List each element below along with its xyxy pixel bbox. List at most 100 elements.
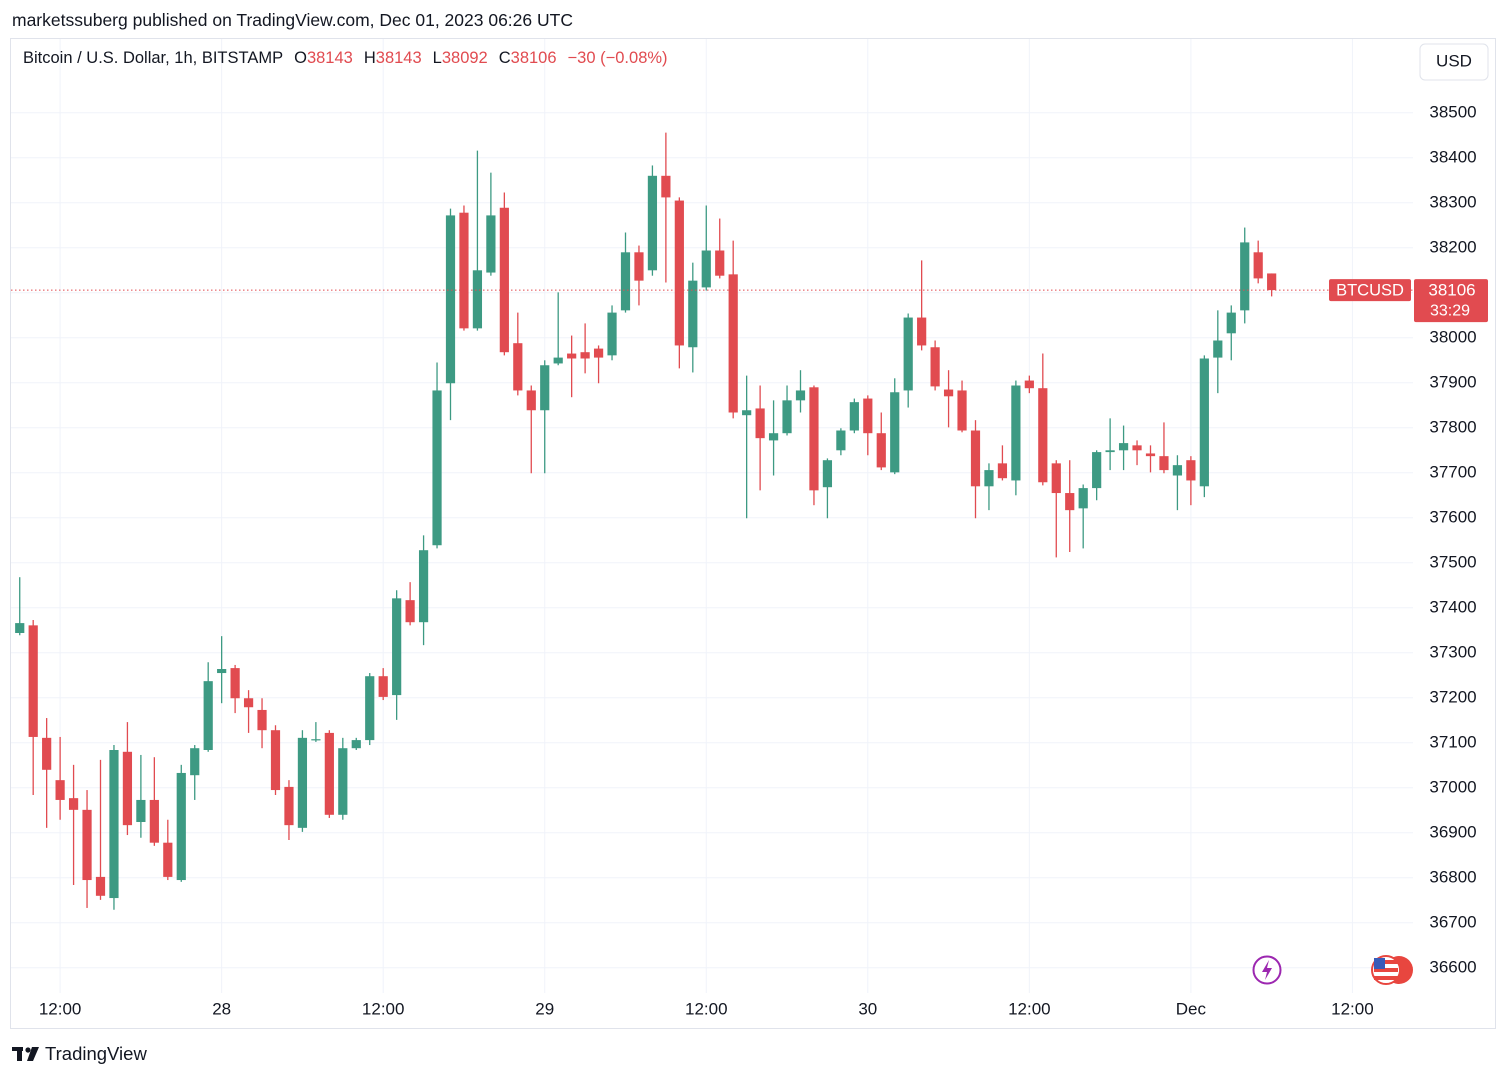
candle-body <box>190 748 200 776</box>
candle-body <box>297 737 308 828</box>
candle-body <box>459 212 469 329</box>
legend: Bitcoin / U.S. Dollar, 1h, BITSTAMP O 38… <box>23 49 668 68</box>
candle-body <box>1051 463 1061 494</box>
symbol-tag: BTCUSD <box>1336 281 1404 299</box>
candle-body <box>526 390 536 411</box>
candle-body <box>890 392 900 473</box>
candle-body <box>1240 242 1250 311</box>
candle-body <box>1186 460 1196 481</box>
y-tick-label: 38200 <box>1429 237 1476 256</box>
candle-body <box>1105 450 1115 453</box>
economic-icon[interactable] <box>1371 955 1413 985</box>
logo-part <box>27 1047 39 1061</box>
x-tick-label: 12:00 <box>39 999 82 1018</box>
close-letter: C <box>498 49 511 67</box>
candle-body <box>957 390 967 431</box>
candle-body <box>620 252 631 311</box>
candle-body <box>1011 385 1021 481</box>
open-value: 38143 <box>306 49 353 67</box>
candle-body <box>607 312 617 356</box>
candle-body <box>15 623 25 633</box>
candle-body <box>1024 380 1034 389</box>
currency-label[interactable]: USD <box>1436 51 1472 70</box>
candle-body <box>392 598 402 696</box>
published-line: marketssuberg published on TradingView.c… <box>12 10 573 30</box>
flag-stripe <box>1374 968 1398 972</box>
candle-body <box>701 250 711 288</box>
candle-body <box>580 352 590 359</box>
candle-body <box>822 460 833 488</box>
y-tick-label: 37700 <box>1429 462 1476 481</box>
x-tick-label: 12:00 <box>1008 999 1051 1018</box>
candle-body <box>1038 388 1048 483</box>
candle-body <box>28 625 38 737</box>
x-tick-label: Dec <box>1176 999 1207 1018</box>
logo-part <box>25 1047 31 1053</box>
candle-body <box>984 470 994 487</box>
candle-body <box>82 809 92 881</box>
grid <box>11 39 1413 993</box>
y-tick-label: 37300 <box>1429 642 1476 661</box>
candle-body <box>405 600 415 623</box>
x-tick-label: 30 <box>858 999 877 1018</box>
candle-body <box>647 175 658 271</box>
candle-body <box>728 274 738 413</box>
candle-body <box>432 390 442 546</box>
currency-button[interactable] <box>1419 43 1489 81</box>
candle-body <box>1226 312 1236 334</box>
candle-body <box>445 215 456 384</box>
candle-body <box>1267 273 1277 291</box>
candle-body <box>742 410 752 416</box>
candle-body <box>970 430 981 487</box>
candle-body <box>122 751 133 826</box>
y-tick-label: 37800 <box>1429 417 1476 436</box>
y-tick-label: 37100 <box>1429 732 1476 751</box>
candle-body <box>257 709 267 731</box>
candle-body <box>1078 488 1088 509</box>
candle-body <box>1092 452 1102 489</box>
candle-body <box>284 786 294 826</box>
close-value: 38106 <box>510 49 557 67</box>
y-tick-label: 36900 <box>1429 822 1476 841</box>
candle-body <box>755 408 765 439</box>
candle-body <box>55 780 65 800</box>
countdown: 33:29 <box>1430 302 1470 319</box>
candle-body <box>351 740 361 749</box>
x-tick-label: 12:00 <box>685 999 728 1018</box>
logo-part <box>17 1047 22 1061</box>
events-icon[interactable] <box>1252 955 1282 985</box>
candle-body <box>42 737 52 770</box>
low-value: 38092 <box>441 49 488 67</box>
y-tick-label: 37900 <box>1429 372 1476 391</box>
y-tick-label: 37500 <box>1429 552 1476 571</box>
change-value: −30 (−0.08%) <box>567 49 668 67</box>
candle-body <box>943 389 954 397</box>
candle-body <box>917 317 927 346</box>
candle-body <box>930 347 940 387</box>
candle-body <box>661 175 671 198</box>
high-value: 38143 <box>375 49 422 67</box>
candle-body <box>795 390 806 401</box>
candle-body <box>203 681 213 750</box>
candle-body <box>338 748 348 815</box>
candle-body <box>365 676 375 741</box>
brand-logo <box>12 1047 39 1061</box>
candle-body <box>472 270 483 329</box>
candle-body <box>324 732 334 815</box>
y-tick-label: 38300 <box>1429 192 1476 211</box>
candle-body <box>553 357 563 364</box>
candle-body <box>243 698 254 708</box>
candle-body <box>809 387 819 491</box>
candle-body <box>768 433 779 441</box>
candle-body <box>688 280 698 348</box>
candle-body <box>486 215 496 273</box>
candle-body <box>1253 252 1263 279</box>
brand-name: TradingView <box>45 1043 147 1064</box>
x-tick-label: 12:00 <box>362 999 405 1018</box>
candle-body <box>1159 456 1169 471</box>
high-letter: H <box>363 49 376 67</box>
candle-body <box>109 750 119 899</box>
candle-body <box>849 402 859 431</box>
low-letter: L <box>432 49 442 67</box>
